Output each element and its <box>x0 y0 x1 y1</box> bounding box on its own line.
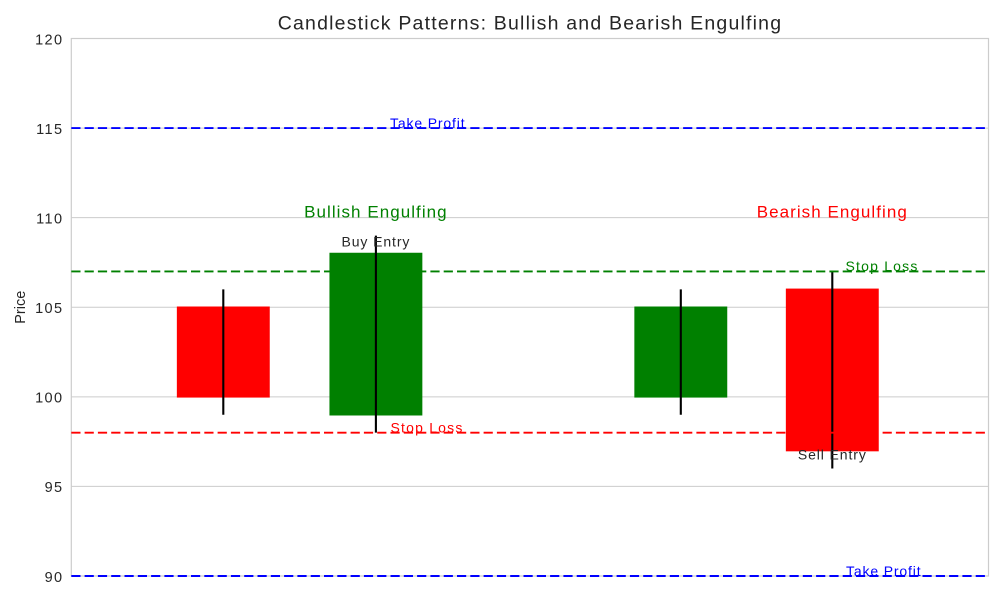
svg-text:90: 90 <box>45 570 64 586</box>
svg-text:Buy Entry: Buy Entry <box>342 234 411 250</box>
svg-text:Bearish Engulfing: Bearish Engulfing <box>757 203 908 222</box>
svg-text:115: 115 <box>36 122 63 138</box>
svg-text:Take Profit: Take Profit <box>390 115 466 131</box>
svg-text:100: 100 <box>35 391 63 407</box>
svg-text:Sell Entry: Sell Entry <box>798 446 867 462</box>
svg-text:Candlestick Patterns: Bullish: Candlestick Patterns: Bullish and Bearis… <box>278 12 783 34</box>
svg-text:Price: Price <box>13 291 29 324</box>
svg-text:95: 95 <box>45 480 64 496</box>
svg-text:105: 105 <box>35 301 63 317</box>
svg-text:Bullish Engulfing: Bullish Engulfing <box>304 203 448 222</box>
svg-text:Stop Loss: Stop Loss <box>846 258 919 274</box>
svg-text:Take Profit: Take Profit <box>846 563 922 579</box>
svg-text:120: 120 <box>35 32 63 48</box>
svg-text:Stop Loss: Stop Loss <box>391 420 464 436</box>
svg-text:110: 110 <box>36 211 63 227</box>
